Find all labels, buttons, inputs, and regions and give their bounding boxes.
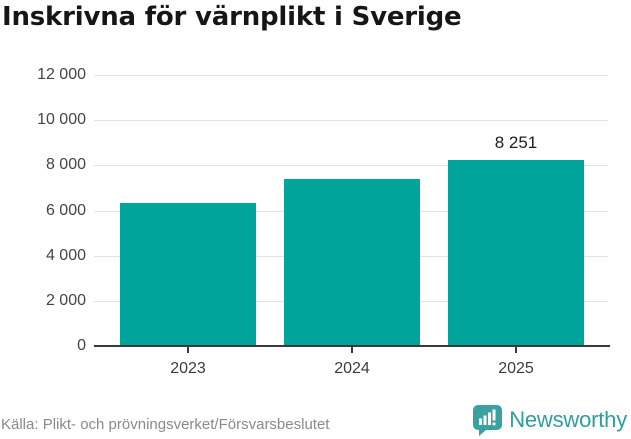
x-axis-tick-label: 2023 xyxy=(170,360,206,377)
bar xyxy=(120,202,256,346)
x-axis-tick xyxy=(187,347,189,353)
x-axis-tick xyxy=(351,347,353,353)
y-axis-tick-label: 6 000 xyxy=(45,201,86,219)
x-axis-tick xyxy=(515,347,517,353)
x-axis-line xyxy=(94,345,610,347)
y-axis-tick-label: 10 000 xyxy=(37,111,86,129)
bar xyxy=(284,178,420,346)
gridline xyxy=(94,165,608,167)
y-axis-tick-label: 0 xyxy=(77,337,86,354)
y-axis-tick-label: 2 000 xyxy=(45,291,86,309)
chart-title: Inskrivna för värnplikt i Sverige xyxy=(2,2,462,32)
y-axis-tick-label: 4 000 xyxy=(45,246,86,264)
bar-value-label: 8 251 xyxy=(494,132,538,152)
x-axis-tick-label: 2024 xyxy=(334,360,370,377)
source-attribution: Källa: Plikt- och prövningsverket/Försva… xyxy=(1,416,330,433)
x-axis-tick-label: 2025 xyxy=(498,360,534,377)
y-axis-tick-label: 8 000 xyxy=(45,156,86,174)
bar xyxy=(448,159,584,346)
y-axis-tick-label: 12 000 xyxy=(37,66,86,83)
newsworthy-bubble-chart-icon xyxy=(472,404,503,437)
gridline xyxy=(94,120,608,122)
brand-name: Newsworthy xyxy=(509,407,627,432)
brand-logo: Newsworthy xyxy=(472,403,627,437)
gridline xyxy=(94,75,608,76)
